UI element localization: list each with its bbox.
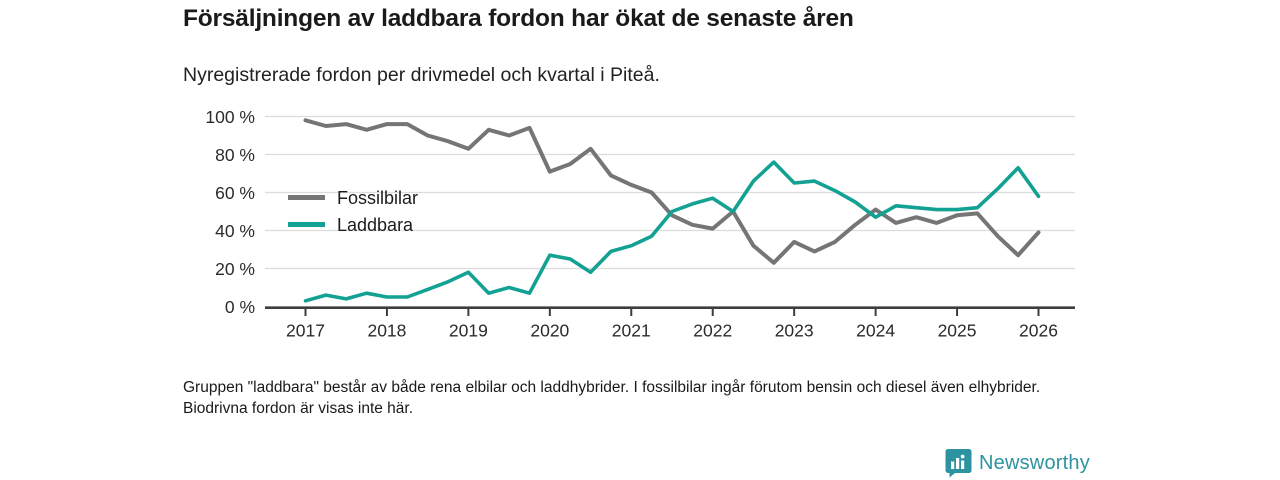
svg-text:40 %: 40 % bbox=[215, 221, 255, 241]
svg-text:60 %: 60 % bbox=[215, 183, 255, 203]
chart: 0 % 20 % 40 % 60 % 80 % 100 % 2017 2018 2019 2020… bbox=[185, 95, 1090, 350]
laddbara-line bbox=[303, 160, 1041, 303]
fossilbilar-line bbox=[303, 118, 1041, 265]
svg-text:100 %: 100 % bbox=[205, 107, 255, 127]
legend: Fossilbilar Laddbara bbox=[288, 188, 418, 235]
svg-text:2024: 2024 bbox=[856, 321, 895, 341]
x-axis: 2017 2018 2019 2020 2021 2022 2023 2024 2025 2026 bbox=[265, 306, 1075, 341]
svg-text:20 %: 20 % bbox=[215, 259, 255, 279]
svg-text:2019: 2019 bbox=[449, 321, 488, 341]
y-axis-labels: 0 % 20 % 40 % 60 % 80 % 100 % bbox=[205, 107, 255, 317]
svg-text:2020: 2020 bbox=[530, 321, 569, 341]
brand-logo[interactable]: Newsworthy bbox=[945, 448, 1090, 478]
svg-text:80 %: 80 % bbox=[215, 145, 255, 165]
brand-name: Newsworthy bbox=[979, 451, 1090, 474]
chart-footnote: Gruppen "laddbara" består av både rena e… bbox=[183, 379, 1041, 417]
legend-label-fossilbilar: Fossilbilar bbox=[337, 188, 418, 208]
page-title: Försäljningen av laddbara fordon har öka… bbox=[183, 5, 854, 32]
page-subtitle: Nyregistrerade fordon per drivmedel och … bbox=[183, 64, 660, 86]
legend-label-laddbara: Laddbara bbox=[337, 215, 414, 235]
svg-text:2018: 2018 bbox=[367, 321, 406, 341]
svg-text:2021: 2021 bbox=[612, 321, 651, 341]
svg-text:2023: 2023 bbox=[775, 321, 814, 341]
svg-text:2025: 2025 bbox=[938, 321, 977, 341]
chart-svg: 0 % 20 % 40 % 60 % 80 % 100 % 2017 2018 2019 2020… bbox=[205, 107, 1075, 341]
svg-text:2017: 2017 bbox=[286, 321, 325, 341]
svg-text:0 %: 0 % bbox=[225, 297, 255, 317]
bar-chart-bubble-icon bbox=[945, 449, 972, 478]
svg-text:2022: 2022 bbox=[693, 321, 732, 341]
grid-lines bbox=[265, 115, 1075, 270]
svg-text:2026: 2026 bbox=[1019, 321, 1058, 341]
